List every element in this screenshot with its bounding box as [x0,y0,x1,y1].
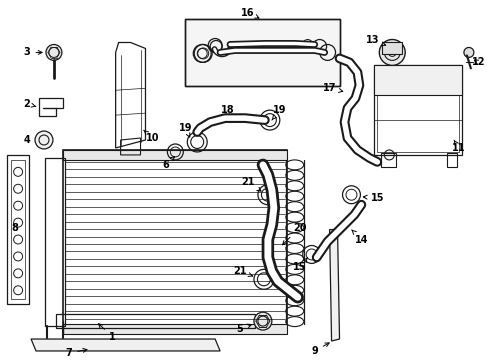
Text: 8: 8 [12,222,19,233]
Bar [45,158,65,326]
Text: 21: 21 [241,177,261,191]
Text: 5: 5 [236,324,251,334]
Bar [446,153,456,167]
Text: 19: 19 [178,123,192,137]
Text: 11: 11 [451,140,465,153]
Bar [374,66,461,95]
Circle shape [379,40,405,66]
Text: 13: 13 [365,36,385,46]
Text: 20: 20 [282,222,306,245]
Bar [63,324,286,334]
Bar [185,19,339,86]
Circle shape [46,45,62,60]
Text: 1: 1 [99,324,116,342]
Text: 6: 6 [162,157,174,170]
Text: 17: 17 [322,83,342,93]
Bar [382,42,402,54]
Text: 9: 9 [311,343,328,356]
Bar [377,68,458,152]
Bar [381,153,395,167]
Text: 3: 3 [23,48,42,58]
Text: 14: 14 [351,230,367,244]
Bar [188,22,336,83]
Text: 18: 18 [221,105,234,119]
Text: 16: 16 [241,8,259,18]
Bar [7,155,29,304]
Polygon shape [329,230,339,341]
Bar [185,19,339,86]
Text: 21: 21 [233,266,252,276]
Circle shape [253,312,271,330]
Circle shape [463,48,473,57]
Bar [11,160,25,299]
Circle shape [35,131,53,149]
Text: 12: 12 [471,57,485,67]
Text: 2: 2 [23,99,36,109]
Text: 10: 10 [143,130,159,143]
Text: 19: 19 [271,105,286,120]
Text: 15: 15 [292,257,307,273]
Bar [56,314,254,328]
Text: 4: 4 [23,135,30,145]
Bar [63,150,286,334]
Bar [374,66,461,155]
Text: 15: 15 [363,193,383,203]
Polygon shape [31,339,220,351]
Bar [63,150,286,160]
Text: 7: 7 [65,348,87,358]
